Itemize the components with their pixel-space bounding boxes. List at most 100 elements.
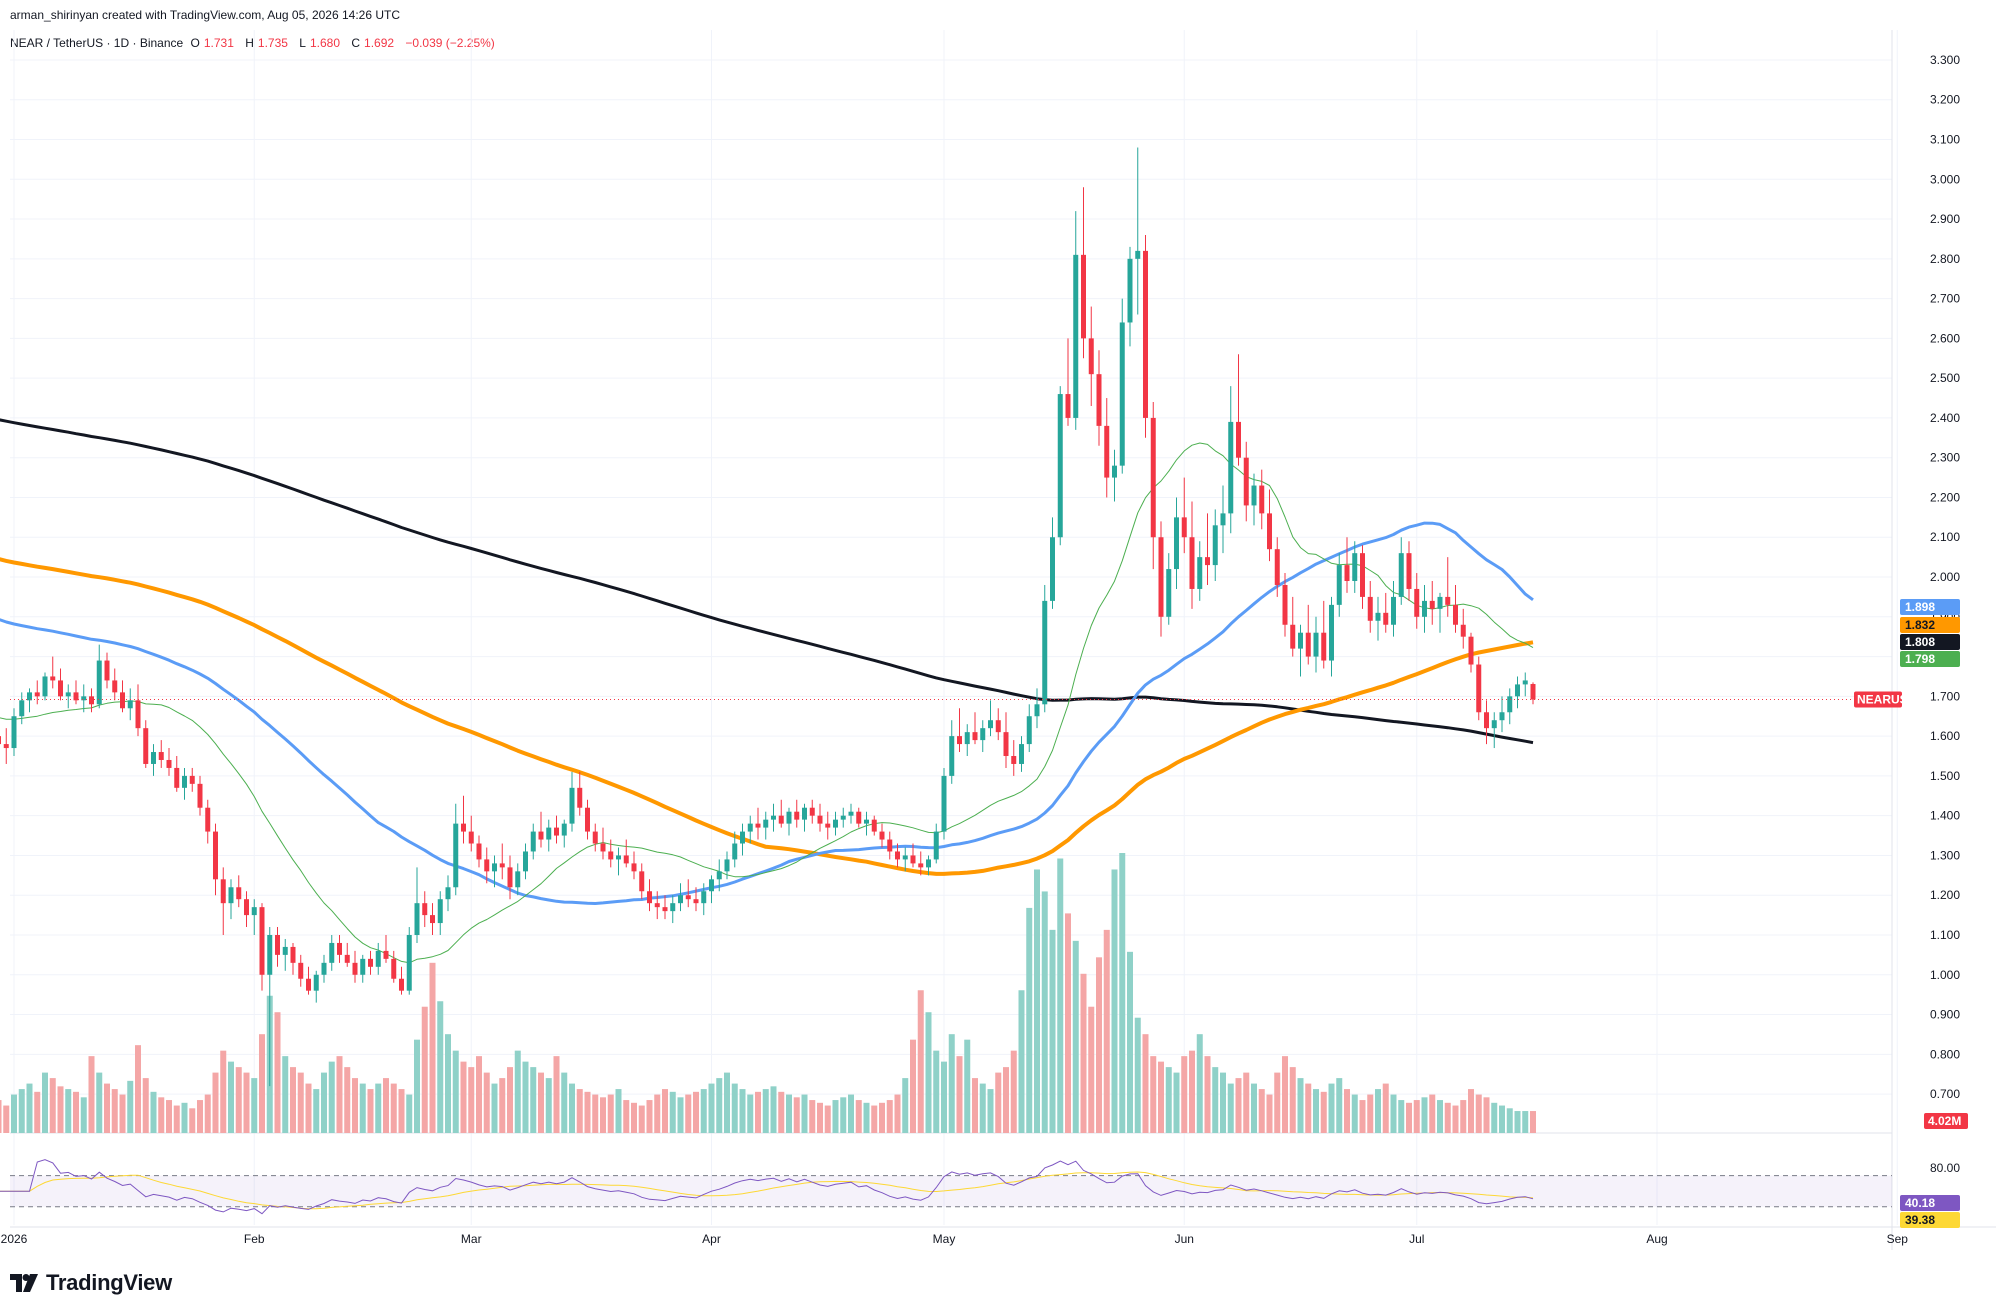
candle-body xyxy=(11,716,17,749)
candle-body xyxy=(1298,632,1303,649)
candle-body xyxy=(96,660,102,705)
candle-body xyxy=(251,907,257,916)
candle-body xyxy=(236,887,242,900)
candle-body xyxy=(964,732,970,745)
ma-value-badge-text: 1.832 xyxy=(1905,618,1935,632)
candle-body xyxy=(344,954,350,963)
candle-body xyxy=(662,907,668,912)
volume-bar xyxy=(514,1050,521,1133)
volume-bar xyxy=(584,1091,591,1133)
candle-body xyxy=(825,823,831,828)
candle-body xyxy=(585,807,590,832)
candle-body xyxy=(1096,374,1102,426)
volume-bar xyxy=(708,1083,715,1133)
candle-body xyxy=(1189,537,1195,589)
candle-body xyxy=(840,815,846,820)
candle-body xyxy=(0,736,1,745)
candle-body xyxy=(654,903,660,908)
volume-bar xyxy=(1522,1111,1529,1133)
candle-body xyxy=(1375,612,1381,621)
candle-body xyxy=(127,700,133,709)
ma-100-line xyxy=(0,557,1534,876)
volume-bar xyxy=(197,1100,203,1133)
volume-bar xyxy=(747,1094,754,1133)
volume-bar xyxy=(545,1078,552,1133)
volume-bar xyxy=(1530,1111,1536,1133)
candle-body xyxy=(174,767,180,788)
volume-bar xyxy=(220,1050,227,1133)
price-axis-tick: 2.400 xyxy=(1930,411,1960,425)
volume-bar xyxy=(817,1102,823,1133)
volume-bar xyxy=(1413,1100,1420,1133)
volume-bar xyxy=(445,1034,451,1133)
volume-bar xyxy=(1429,1094,1436,1133)
volume-bar xyxy=(119,1094,126,1133)
price-axis-tick: 1.600 xyxy=(1930,729,1960,743)
volume-bar xyxy=(1274,1072,1281,1133)
volume-bar xyxy=(34,1091,41,1133)
candle-body xyxy=(422,903,428,916)
price-axis-tick: 1.500 xyxy=(1930,769,1960,783)
volume-bar xyxy=(235,1067,242,1133)
chart-credit: arman_shirinyan created with TradingView… xyxy=(10,8,400,22)
rsi-ma-line xyxy=(0,1171,1534,1210)
candle-body xyxy=(213,831,218,880)
volume-bar xyxy=(669,1091,676,1133)
volume-bar xyxy=(228,1061,234,1133)
candle-body xyxy=(887,839,893,852)
tradingview-logo[interactable]: TradingView xyxy=(10,1270,172,1296)
candle-body xyxy=(158,752,164,760)
candle-body xyxy=(1220,513,1226,526)
volume-bar xyxy=(1080,973,1087,1133)
volume-bar xyxy=(1344,1089,1350,1133)
volume-bar xyxy=(1336,1078,1343,1133)
volume-bar xyxy=(987,1089,994,1133)
candle-body xyxy=(1143,250,1148,418)
volume-bar xyxy=(607,1094,614,1133)
volume-bar xyxy=(623,1100,630,1133)
volume-bar xyxy=(1266,1094,1273,1133)
rsi-line xyxy=(0,1159,1534,1215)
volume-bar xyxy=(1491,1102,1498,1133)
volume-bar xyxy=(941,1061,947,1133)
candle-body xyxy=(1313,632,1319,657)
volume-bar xyxy=(925,1012,932,1133)
candle-body xyxy=(499,863,505,868)
volume-bar xyxy=(1499,1105,1505,1133)
candle-body xyxy=(949,736,955,776)
candle-body xyxy=(27,692,32,701)
ohlc-close: C 1.692 xyxy=(351,36,395,50)
price-axis-tick: 0.800 xyxy=(1930,1047,1960,1061)
candle-body xyxy=(1228,421,1234,514)
volume-bar xyxy=(1235,1078,1242,1133)
candle-body xyxy=(933,831,939,860)
ma-200-line xyxy=(0,418,1534,745)
candle-body xyxy=(1042,600,1048,705)
volume-bar xyxy=(1406,1102,1412,1133)
candle-body xyxy=(623,855,629,864)
volume-bar xyxy=(801,1094,808,1133)
volume-bar xyxy=(1142,1034,1149,1133)
volume-bar xyxy=(189,1108,196,1133)
rsi-value-badge-text: 40.18 xyxy=(1905,1196,1935,1210)
volume-bar xyxy=(530,1067,537,1133)
candle-body xyxy=(1460,624,1466,637)
candle-body xyxy=(259,907,265,975)
volume-badge-text: 4.02M xyxy=(1928,1114,1961,1128)
volume-bar xyxy=(367,1089,374,1133)
candle-body xyxy=(1305,632,1311,657)
candle-body xyxy=(58,680,63,697)
candle-body xyxy=(554,827,559,836)
time-axis-tick: May xyxy=(933,1232,956,1246)
volume-bar xyxy=(468,1067,475,1133)
candle-body xyxy=(1336,565,1342,605)
volume-bar xyxy=(1065,913,1071,1133)
candle-body xyxy=(1515,684,1520,697)
volume-bar xyxy=(1165,1067,1172,1133)
candle-body xyxy=(802,807,807,820)
candle-body xyxy=(375,950,381,967)
candle-body xyxy=(817,815,823,824)
candle-body xyxy=(732,843,738,860)
volume-bar xyxy=(26,1083,33,1133)
